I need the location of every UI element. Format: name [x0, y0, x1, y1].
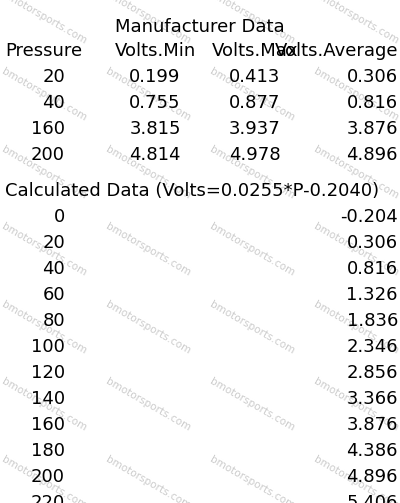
Text: 1.326: 1.326 — [346, 286, 398, 304]
Text: 4.386: 4.386 — [346, 442, 398, 460]
Text: 1.836: 1.836 — [347, 312, 398, 330]
Text: bmotorsports.com: bmotorsports.com — [208, 66, 296, 123]
Text: 0.816: 0.816 — [347, 94, 398, 112]
Text: 0.413: 0.413 — [229, 68, 281, 86]
Text: bmotorsports.com: bmotorsports.com — [104, 144, 192, 201]
Text: bmotorsports.com: bmotorsports.com — [104, 454, 192, 503]
Text: bmotorsports.com: bmotorsports.com — [312, 454, 400, 503]
Text: bmotorsports.com: bmotorsports.com — [312, 299, 400, 356]
Text: 80: 80 — [42, 312, 65, 330]
Text: bmotorsports.com: bmotorsports.com — [0, 222, 88, 278]
Text: 4.978: 4.978 — [229, 146, 281, 164]
Text: Volts.Min: Volts.Min — [114, 42, 196, 60]
Text: 3.366: 3.366 — [346, 390, 398, 408]
Text: bmotorsports.com: bmotorsports.com — [104, 299, 192, 356]
Text: 2.856: 2.856 — [346, 364, 398, 382]
Text: 0.306: 0.306 — [347, 68, 398, 86]
Text: -0.204: -0.204 — [340, 208, 398, 226]
Text: bmotorsports.com: bmotorsports.com — [0, 377, 88, 434]
Text: 2.346: 2.346 — [346, 338, 398, 356]
Text: 3.876: 3.876 — [346, 416, 398, 434]
Text: bmotorsports.com: bmotorsports.com — [104, 377, 192, 434]
Text: 40: 40 — [42, 94, 65, 112]
Text: 4.814: 4.814 — [129, 146, 181, 164]
Text: Pressure: Pressure — [5, 42, 82, 60]
Text: 100: 100 — [31, 338, 65, 356]
Text: 140: 140 — [31, 390, 65, 408]
Text: 220: 220 — [31, 494, 65, 503]
Text: 3.937: 3.937 — [229, 120, 281, 138]
Text: 200: 200 — [31, 146, 65, 164]
Text: bmotorsports.com: bmotorsports.com — [208, 144, 296, 201]
Text: bmotorsports.com: bmotorsports.com — [104, 66, 192, 123]
Text: bmotorsports.com: bmotorsports.com — [208, 299, 296, 356]
Text: bmotorsports.com: bmotorsports.com — [208, 0, 296, 46]
Text: 40: 40 — [42, 260, 65, 278]
Text: bmotorsports.com: bmotorsports.com — [208, 222, 296, 278]
Text: 3.876: 3.876 — [346, 120, 398, 138]
Text: bmotorsports.com: bmotorsports.com — [312, 222, 400, 278]
Text: 20: 20 — [42, 68, 65, 86]
Text: bmotorsports.com: bmotorsports.com — [312, 66, 400, 123]
Text: 180: 180 — [31, 442, 65, 460]
Text: Volts.Average: Volts.Average — [274, 42, 398, 60]
Text: 120: 120 — [31, 364, 65, 382]
Text: 0: 0 — [54, 208, 65, 226]
Text: Volts.Max: Volts.Max — [212, 42, 298, 60]
Text: 0.816: 0.816 — [347, 260, 398, 278]
Text: Calculated Data (Volts=0.0255*P-0.2040): Calculated Data (Volts=0.0255*P-0.2040) — [5, 182, 379, 200]
Text: Manufacturer Data: Manufacturer Data — [115, 18, 285, 36]
Text: 0.199: 0.199 — [129, 68, 181, 86]
Text: bmotorsports.com: bmotorsports.com — [0, 66, 88, 123]
Text: bmotorsports.com: bmotorsports.com — [0, 454, 88, 503]
Text: bmotorsports.com: bmotorsports.com — [104, 0, 192, 46]
Text: bmotorsports.com: bmotorsports.com — [0, 144, 88, 201]
Text: bmotorsports.com: bmotorsports.com — [0, 299, 88, 356]
Text: bmotorsports.com: bmotorsports.com — [312, 144, 400, 201]
Text: bmotorsports.com: bmotorsports.com — [208, 454, 296, 503]
Text: 0.877: 0.877 — [229, 94, 281, 112]
Text: bmotorsports.com: bmotorsports.com — [312, 0, 400, 46]
Text: 4.896: 4.896 — [346, 146, 398, 164]
Text: bmotorsports.com: bmotorsports.com — [104, 222, 192, 278]
Text: bmotorsports.com: bmotorsports.com — [312, 377, 400, 434]
Text: bmotorsports.com: bmotorsports.com — [208, 377, 296, 434]
Text: 60: 60 — [42, 286, 65, 304]
Text: 5.406: 5.406 — [347, 494, 398, 503]
Text: 200: 200 — [31, 468, 65, 486]
Text: 4.896: 4.896 — [346, 468, 398, 486]
Text: 160: 160 — [31, 416, 65, 434]
Text: 0.306: 0.306 — [347, 234, 398, 252]
Text: 0.755: 0.755 — [129, 94, 181, 112]
Text: 20: 20 — [42, 234, 65, 252]
Text: 160: 160 — [31, 120, 65, 138]
Text: 3.815: 3.815 — [129, 120, 181, 138]
Text: bmotorsports.com: bmotorsports.com — [0, 0, 88, 46]
